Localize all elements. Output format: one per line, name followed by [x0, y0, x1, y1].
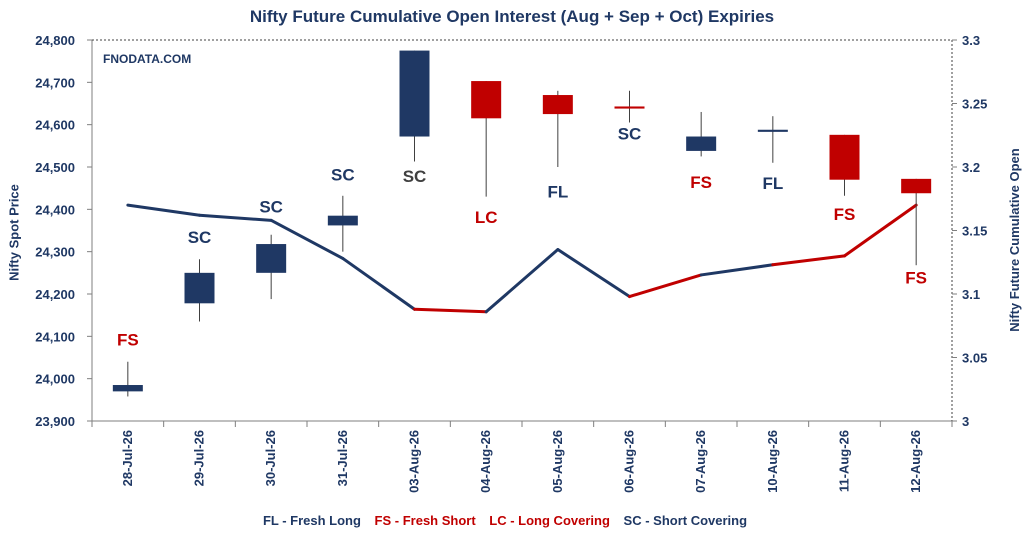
signal-label: FL	[547, 182, 568, 201]
candle-body	[829, 134, 860, 180]
signal-label: FS	[690, 173, 712, 192]
x-tick-label: 03-Aug-26	[407, 430, 422, 493]
candle-body	[327, 215, 358, 226]
x-tick-label: 04-Aug-26	[478, 430, 493, 493]
signal-label: SC	[331, 166, 355, 185]
candle-body	[184, 272, 215, 304]
x-tick-label: 07-Aug-26	[693, 430, 708, 493]
left-tick-label: 24,800	[35, 33, 75, 48]
legend: FL - Fresh Long FS - Fresh Short LC - Lo…	[0, 513, 1010, 528]
x-tick-label: 30-Jul-26	[263, 430, 278, 486]
candle-body	[614, 106, 645, 109]
x-tick-label: 05-Aug-26	[550, 430, 565, 493]
left-tick-label: 24,200	[35, 287, 75, 302]
left-tick-label: 24,300	[35, 245, 75, 260]
signal-label: FS	[117, 331, 139, 350]
x-tick-label: 28-Jul-26	[120, 430, 135, 486]
signal-label: LC	[475, 208, 498, 227]
signal-label: SC	[259, 198, 283, 217]
legend-item-long-covering: LC - Long Covering	[489, 513, 610, 528]
open-interest-line-segment	[771, 254, 846, 267]
signal-label: FL	[762, 174, 783, 193]
right-tick-label: 3.05	[962, 351, 987, 366]
right-tick-label: 3	[962, 414, 969, 429]
candle-body	[542, 95, 573, 115]
signal-label: FS	[834, 205, 856, 224]
x-tick-label: 29-Jul-26	[192, 430, 207, 486]
left-tick-label: 24,700	[35, 75, 75, 90]
open-interest-line-segment	[628, 273, 703, 299]
signal-label: SC	[618, 124, 642, 143]
left-tick-label: 23,900	[35, 414, 75, 429]
legend-item-fresh-short: FS - Fresh Short	[374, 513, 476, 528]
left-tick-label: 24,100	[35, 329, 75, 344]
open-interest-line-segment	[269, 218, 345, 260]
left-tick-label: 24,600	[35, 118, 75, 133]
candle-body	[256, 244, 287, 273]
watermark: FNODATA.COM	[103, 52, 192, 66]
x-tick-label: 31-Jul-26	[335, 430, 350, 486]
right-tick-label: 3.2	[962, 160, 980, 175]
open-interest-line-segment	[413, 307, 488, 314]
candle-body	[686, 136, 717, 151]
candle-body	[757, 129, 788, 132]
right-tick-label: 3.15	[962, 224, 987, 239]
candle-body	[112, 385, 143, 392]
x-tick-label: 12-Aug-26	[908, 430, 923, 493]
open-interest-line-segment	[126, 203, 201, 217]
right-tick-label: 3.1	[962, 287, 980, 302]
open-interest-line-segment	[843, 203, 918, 258]
right-tick-label: 3.25	[962, 97, 987, 112]
open-interest-line-segment	[556, 248, 631, 299]
candle-body	[399, 50, 430, 137]
candle-body	[471, 81, 502, 119]
left-tick-label: 24,500	[35, 160, 75, 175]
x-tick-label: 06-Aug-26	[622, 430, 637, 493]
x-tick-label: 11-Aug-26	[837, 430, 852, 492]
left-tick-label: 24,400	[35, 202, 75, 217]
signal-label: FS	[905, 268, 927, 287]
chart-title: Nifty Future Cumulative Open Interest (A…	[249, 7, 775, 26]
open-interest-line-segment	[198, 213, 273, 222]
open-interest-line-segment	[341, 256, 416, 311]
x-tick-label: 10-Aug-26	[765, 430, 780, 493]
candle-body	[901, 178, 932, 194]
right-tick-label: 3.3	[962, 33, 980, 48]
signal-label: SC	[403, 167, 427, 186]
left-tick-label: 24,000	[35, 372, 75, 387]
open-interest-line-segment	[699, 263, 775, 277]
legend-item-short-covering: SC - Short Covering	[623, 513, 748, 528]
open-interest-line-segment	[484, 248, 560, 314]
legend-item-fresh-long: FL - Fresh Long	[262, 513, 361, 528]
signal-label: SC	[188, 228, 212, 247]
